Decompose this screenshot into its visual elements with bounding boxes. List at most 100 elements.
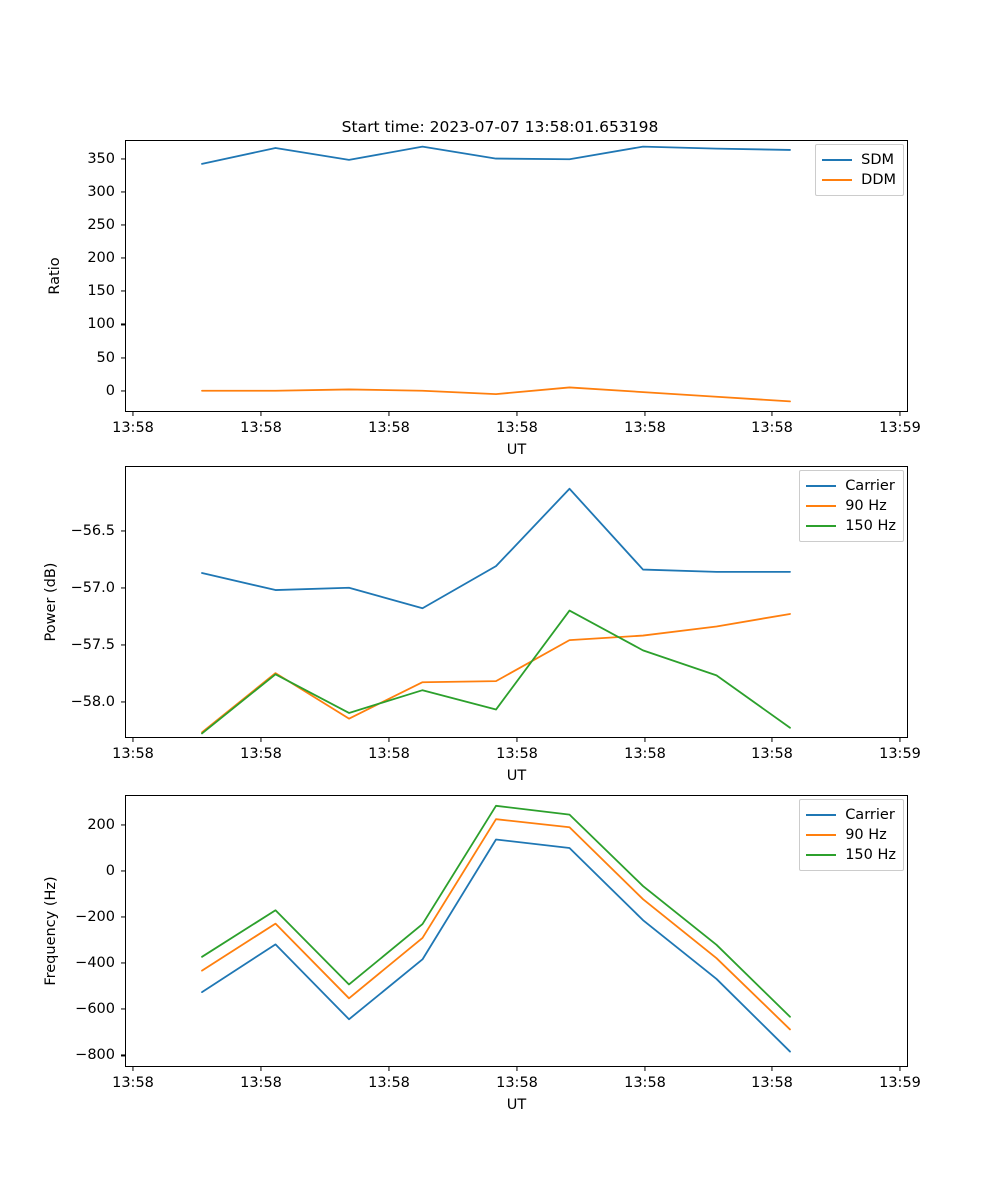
x-tick-mark [771,738,773,742]
x-tick-label: 13:58 [624,746,666,762]
x-tick-label: 13:58 [368,420,410,436]
x-tick-mark [260,1067,262,1071]
y-tick-label: 300 [87,183,115,200]
x-tick-mark [260,738,262,742]
plot-lines-power [201,487,791,735]
y-tick-mark [121,357,125,359]
legend-ratio[interactable]: SDM DDM [815,144,904,196]
x-tick-mark [388,412,390,416]
x-tick-mark [516,1067,518,1071]
legend-label: Carrier [845,478,895,494]
series-line [201,804,791,1018]
y-axis-label: Power (dB) [43,562,59,642]
y-tick-label: 0 [105,863,115,880]
x-tick-label: 13:58 [751,746,793,762]
x-tick-mark [644,412,646,416]
x-tick-label: 13:58 [112,1075,154,1091]
legend-swatch-icon [822,179,853,181]
subplot-ratio: SDM DDM 0 50 100 150 200 250 300 350 13:58 13:58 13… [47,140,921,458]
x-tick-label: 13:58 [751,420,793,436]
legend-item[interactable]: 90 Hz [806,825,896,845]
y-tick-label: 200 [87,250,115,267]
x-tick-label: 13:58 [496,1075,538,1091]
legend-swatch-icon [822,159,853,161]
legend-label: 150 Hz [845,847,896,863]
x-tick-label: 13:58 [496,420,538,436]
y-tick-mark [121,962,125,964]
y-tick-label: 250 [87,216,115,233]
series-line [201,487,791,610]
axes-frame [125,466,908,738]
y-axis-label: Frequency (Hz) [43,876,59,986]
figure-title: Start time: 2023-07-07 13:58:01.653198 [341,118,659,136]
y-tick-mark [121,701,125,703]
y-tick-mark [121,1054,125,1057]
y-axis-label: Ratio [47,257,63,295]
legend-label: DDM [861,172,896,188]
x-tick-label: 13:58 [240,1075,282,1091]
y-tick-label: −57.0 [70,579,115,596]
x-tick-mark [899,412,901,416]
y-tick-label: −800 [75,1047,115,1064]
series-line [201,838,791,1053]
axes-frame [125,140,908,412]
x-tick-label: 13:58 [496,746,538,762]
y-tick-mark [121,916,125,918]
x-tick-label: 13:58 [624,420,666,436]
x-tick-mark [644,1067,646,1071]
y-tick-label: −600 [75,1001,115,1018]
x-tick-label: 13:58 [368,1075,410,1091]
y-tick-label: 350 [87,150,115,167]
legend-swatch-icon [806,525,837,527]
x-tick-label: 13:58 [112,746,154,762]
x-tick-label: 13:59 [879,420,921,436]
legend-item[interactable]: 150 Hz [806,845,896,865]
y-tick-mark [121,290,125,292]
legend-frequency[interactable]: Carrier 90 Hz 150 Hz [799,799,904,871]
series-line [201,145,791,165]
x-axis-label: UT [506,768,527,784]
y-tick-label: 200 [87,816,115,833]
x-tick-mark [132,412,134,416]
series-line [201,818,791,1031]
x-tick-mark [516,738,518,742]
y-tick-mark [121,530,125,532]
legend-item[interactable]: SDM [822,150,896,170]
y-tick-mark [121,323,125,325]
y-tick-label: −58.0 [70,693,115,710]
x-tick-mark [771,412,773,416]
legend-item[interactable]: DDM [822,170,896,190]
y-tick-mark [121,224,125,226]
legend-item[interactable]: 90 Hz [806,496,896,516]
x-tick-mark [132,738,134,742]
legend-label: 150 Hz [845,518,896,534]
legend-item[interactable]: 150 Hz [806,516,896,536]
legend-label: 90 Hz [845,498,887,514]
legend-power[interactable]: Carrier 90 Hz 150 Hz [799,470,904,542]
x-tick-mark [899,738,901,742]
y-tick-label: 150 [87,283,115,300]
y-tick-label: 100 [87,316,115,333]
x-tick-mark [516,412,518,416]
x-axis-label: UT [506,442,527,458]
legend-swatch-icon [806,814,837,816]
subplot-frequency: Carrier 90 Hz 150 Hz 200 0 −200 −400 −600 −800 1… [43,795,921,1113]
y-tick-label: 0 [105,382,115,399]
x-tick-mark [388,738,390,742]
y-tick-mark [121,191,125,193]
y-tick-mark [121,644,125,646]
y-tick-label: −200 [75,909,115,926]
legend-swatch-icon [806,505,837,507]
x-tick-mark [771,1067,773,1071]
y-tick-mark [121,257,125,259]
y-tick-mark [121,587,125,589]
y-tick-label: −400 [75,955,115,972]
legend-item[interactable]: Carrier [806,805,896,825]
x-tick-label: 13:58 [368,746,410,762]
legend-item[interactable]: Carrier [806,476,896,496]
plot-lines-frequency [201,804,791,1053]
legend-swatch-icon [806,485,837,487]
legend-swatch-icon [806,834,837,836]
y-tick-mark [121,158,125,160]
